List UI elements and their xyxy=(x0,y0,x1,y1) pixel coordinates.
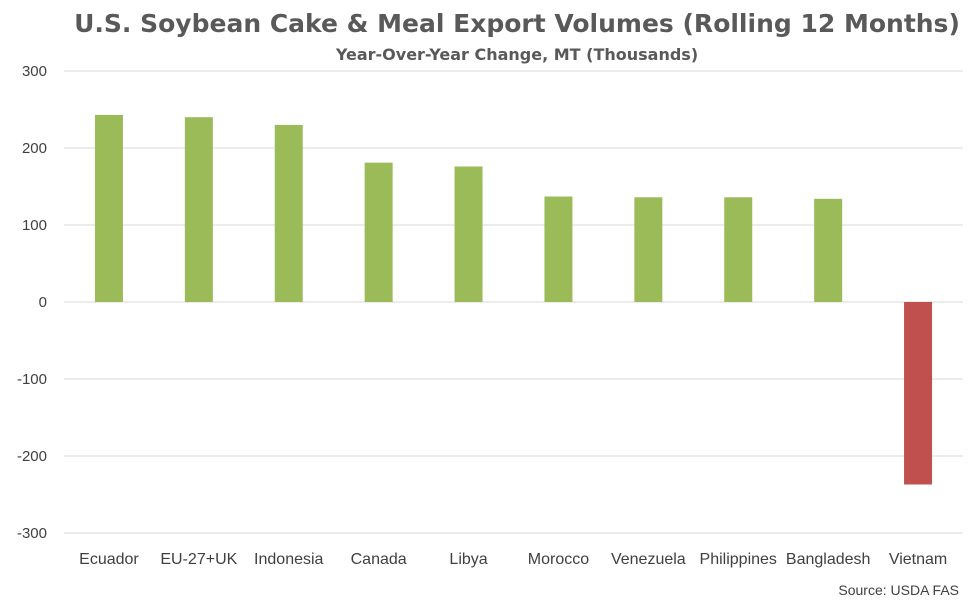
x-tick-label: Indonesia xyxy=(254,551,323,568)
y-tick-label: 300 xyxy=(22,63,47,80)
bar-vietnam xyxy=(904,302,933,485)
x-tick-label: Morocco xyxy=(528,551,589,568)
gridlines xyxy=(64,70,963,534)
bar-venezuela xyxy=(634,197,663,302)
y-tick-label: -200 xyxy=(17,448,47,465)
bars xyxy=(94,114,933,485)
y-tick-label: 0 xyxy=(39,294,47,311)
x-tick-label: Libya xyxy=(449,551,487,568)
bar-philippines xyxy=(724,197,753,302)
y-tick-label: 200 xyxy=(22,140,47,157)
x-tick-label: Philippines xyxy=(700,551,777,568)
y-tick-label: -300 xyxy=(17,525,47,542)
bar-indonesia xyxy=(274,124,303,303)
bar-libya xyxy=(454,166,483,302)
bar-morocco xyxy=(544,196,573,302)
y-tick-label: -100 xyxy=(17,371,47,388)
bar-bangladesh xyxy=(814,198,843,302)
x-tick-label: Venezuela xyxy=(611,551,686,568)
bar-eu-27-uk xyxy=(184,117,213,302)
source-note: Source: USDA FAS xyxy=(838,582,959,598)
chart-subtitle: Year-Over-Year Change, MT (Thousands) xyxy=(335,45,698,64)
x-tick-label: Vietnam xyxy=(889,551,947,568)
x-axis-tick-labels: Ecuador EU-27+UK Indonesia Canada Libya Moroc… xyxy=(79,551,947,568)
y-tick-label: 100 xyxy=(22,217,47,234)
y-axis-tick-labels: -300 -200 -100 0 100 200 300 xyxy=(17,63,47,542)
x-tick-label: EU-27+UK xyxy=(160,551,237,568)
x-tick-label: Bangladesh xyxy=(786,551,871,568)
x-tick-label: Ecuador xyxy=(79,551,139,568)
x-tick-label: Canada xyxy=(351,551,407,568)
bar-canada xyxy=(364,162,393,302)
bar-ecuador xyxy=(94,114,123,302)
chart-title: U.S. Soybean Cake & Meal Export Volumes … xyxy=(74,9,960,38)
